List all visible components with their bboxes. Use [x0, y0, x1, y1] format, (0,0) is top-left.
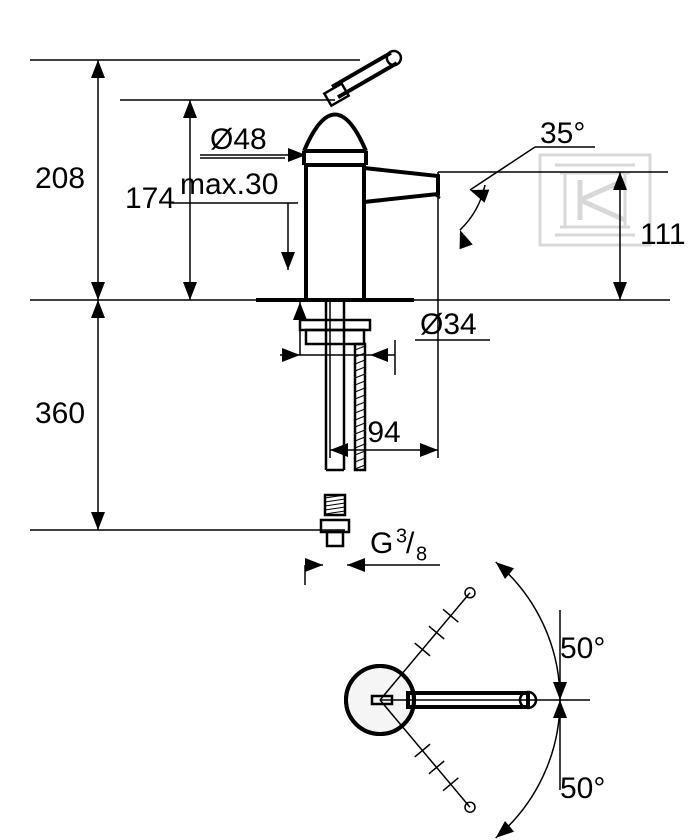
svg-text:360: 360 — [35, 397, 85, 430]
svg-text:G: G — [370, 527, 393, 560]
svg-text:8: 8 — [416, 543, 427, 565]
svg-text:max.30: max.30 — [180, 168, 278, 201]
svg-text:Ø34: Ø34 — [420, 308, 477, 341]
svg-text:208: 208 — [35, 162, 85, 195]
svg-text:50°: 50° — [560, 632, 605, 665]
svg-text:/: / — [406, 527, 415, 560]
svg-text:94: 94 — [367, 416, 400, 449]
svg-text:50°: 50° — [560, 772, 605, 805]
svg-text:174: 174 — [125, 182, 175, 215]
svg-text:35°: 35° — [540, 117, 585, 150]
svg-text:Ø48: Ø48 — [210, 123, 267, 156]
svg-text:111: 111 — [640, 218, 686, 251]
